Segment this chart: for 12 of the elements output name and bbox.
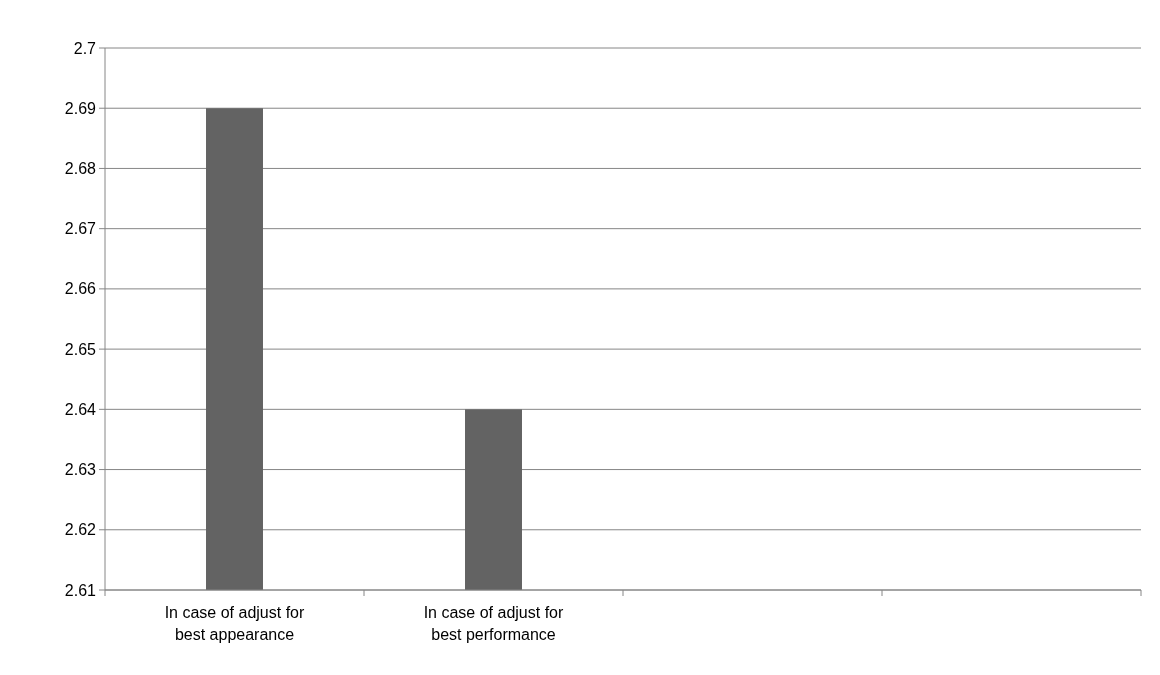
y-tick-label: 2.64: [64, 400, 97, 418]
y-tick-label: 2.68: [64, 160, 97, 178]
y-tick-label: 2.67: [64, 220, 97, 238]
y-tick-label: 2.69: [64, 99, 97, 117]
y-tick-label: 2.62: [64, 521, 97, 539]
y-tick-label: 2.7: [73, 39, 97, 57]
y-tick-label: 2.65: [64, 340, 97, 358]
x-tick-label: In case of adjust for best performance: [423, 604, 564, 643]
y-tick-label: 2.61: [64, 581, 97, 599]
x-tick-label: In case of adjust for best appearance: [164, 604, 305, 643]
y-tick-label: 2.66: [64, 280, 97, 298]
y-tick-label: 2.63: [64, 461, 97, 479]
